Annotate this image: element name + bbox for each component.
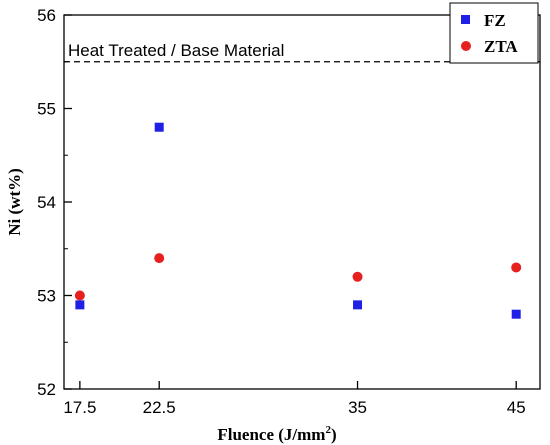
legend: FZ ZTA xyxy=(449,2,539,64)
fz-point xyxy=(511,309,521,319)
x-axis-ticks: 17.5 22.5 35 45 xyxy=(63,381,526,417)
x-tick-label: 22.5 xyxy=(143,398,176,417)
y-tick-label: 52 xyxy=(37,380,56,399)
x-axis-label-superscript: 2 xyxy=(325,424,331,436)
y-tick-label: 54 xyxy=(37,193,56,212)
zta-point xyxy=(74,290,85,301)
legend-fz-label: FZ xyxy=(484,11,506,30)
x-axis-label-main: Fluence (J/mm xyxy=(217,425,325,444)
y-axis-ticks: 52 53 54 55 56 xyxy=(37,6,72,399)
reference-line-label: Heat Treated / Base Material xyxy=(68,41,284,60)
fz-point xyxy=(154,122,164,132)
zta-point xyxy=(154,253,165,264)
zta-point xyxy=(511,262,522,273)
x-tick-label: 45 xyxy=(507,398,526,417)
legend-zta-marker xyxy=(461,41,471,51)
fz-point xyxy=(75,300,85,310)
plot-area xyxy=(63,14,541,390)
fz-point xyxy=(353,300,363,310)
y-tick-label: 55 xyxy=(37,100,56,119)
data-points xyxy=(74,122,522,319)
x-tick-label: 17.5 xyxy=(63,398,96,417)
x-tick-label: 35 xyxy=(348,398,367,417)
x-axis-label-suffix: ) xyxy=(331,425,337,444)
zta-point xyxy=(352,271,363,282)
x-axis-label: Fluence (J/mm2) xyxy=(217,424,336,444)
legend-zta-label: ZTA xyxy=(484,37,518,56)
legend-fz-marker xyxy=(461,15,470,24)
y-axis-label: Ni (wt%) xyxy=(5,168,24,236)
y-tick-label: 56 xyxy=(37,6,56,25)
y-tick-label: 53 xyxy=(37,287,56,306)
legend-box xyxy=(449,2,539,64)
